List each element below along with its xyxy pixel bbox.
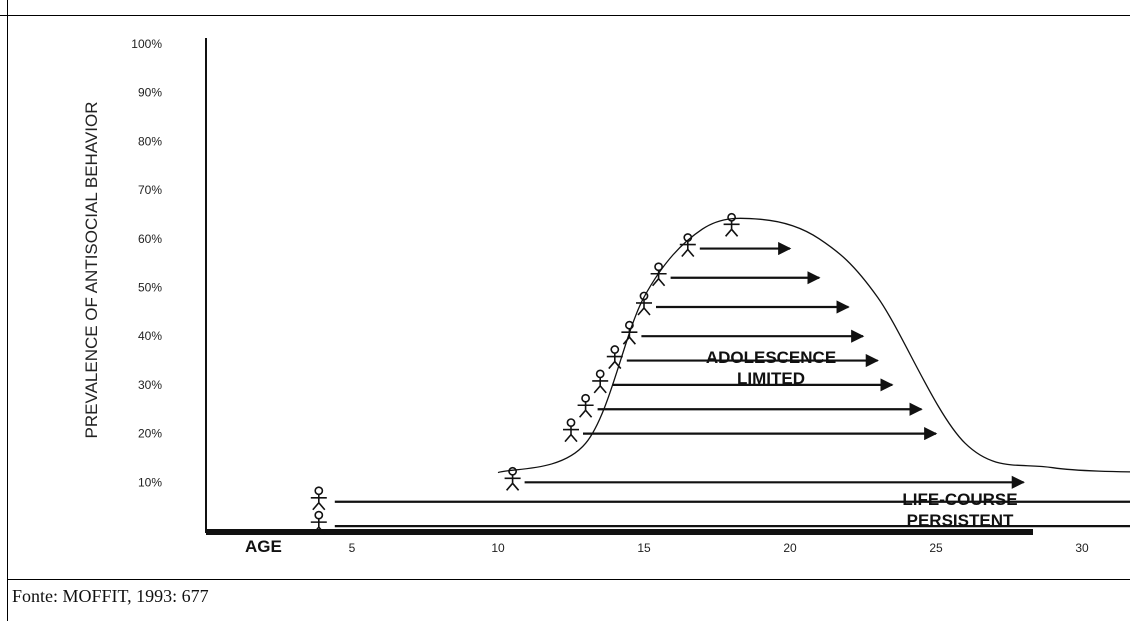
adolescence-limited-figure-5 xyxy=(606,345,623,370)
x-tick-label-15: 15 xyxy=(637,541,651,555)
x-axis-bar xyxy=(206,529,1033,535)
y-tick-label-50: 50% xyxy=(138,281,162,295)
axis-ticks: 5101520253035404510%20%30%40%50%60%70%80… xyxy=(131,37,1089,555)
adolescence-limited-figure-3 xyxy=(577,393,594,418)
adolescence-limited-figure-1 xyxy=(504,466,521,491)
life-course-persistent-label-line2: PERSISTENT xyxy=(907,511,1014,530)
adolescence-limited-figure-top xyxy=(723,212,740,237)
adolescence-limited-curve xyxy=(497,217,1130,474)
adolescence-limited-figure-2 xyxy=(563,418,579,443)
adolescence-limited-figure-6 xyxy=(621,320,638,345)
y-tick-label-20: 20% xyxy=(138,427,162,441)
y-tick-label-10: 10% xyxy=(138,475,162,489)
adolescence-limited-figure-9 xyxy=(679,233,696,258)
y-tick-label-90: 90% xyxy=(138,86,162,100)
y-tick-label-100: 100% xyxy=(131,37,162,51)
antisocial-behavior-chart: PREVALENCE OF ANTISOCIAL BEHAVIOR AGE 5 1… xyxy=(82,37,1130,556)
adolescence-limited-label-line2: LIMITED xyxy=(737,369,805,388)
life-course-persistent-figure-1 xyxy=(310,486,327,511)
frame-left-border xyxy=(7,0,8,621)
y-tick-label-70: 70% xyxy=(138,183,162,197)
x-tick-label-10: 10 xyxy=(491,541,505,555)
x-tick-label-5: 5 xyxy=(349,541,356,555)
figure-caption: Fonte: MOFFIT, 1993: 677 xyxy=(12,586,209,606)
x-tick-label-20: 20 xyxy=(783,541,797,555)
frame-top-border xyxy=(0,15,1130,16)
frame-bottom-border xyxy=(7,579,1130,580)
x-tick-label-30: 30 xyxy=(1075,541,1089,555)
adolescence-limited-figure-4 xyxy=(592,369,609,394)
adolescence-limited-figure-8 xyxy=(650,262,667,287)
adolescence-limited-label-line1: ADOLESCENCE xyxy=(706,348,836,367)
x-tick-label-25: 25 xyxy=(929,541,943,555)
y-tick-label-60: 60% xyxy=(138,232,162,246)
y-tick-label-80: 80% xyxy=(138,134,162,148)
y-tick-label-40: 40% xyxy=(138,329,162,343)
life-course-persistent-figure-2 xyxy=(310,510,327,535)
x-axis-label: AGE xyxy=(245,537,282,556)
chart-marks xyxy=(310,212,1130,535)
y-axis-label: PREVALENCE OF ANTISOCIAL BEHAVIOR xyxy=(82,102,101,439)
adolescence-limited-figure-7 xyxy=(636,291,652,316)
y-tick-label-30: 30% xyxy=(138,378,162,392)
life-course-persistent-label-line1: LIFE-COURSE xyxy=(902,490,1017,509)
